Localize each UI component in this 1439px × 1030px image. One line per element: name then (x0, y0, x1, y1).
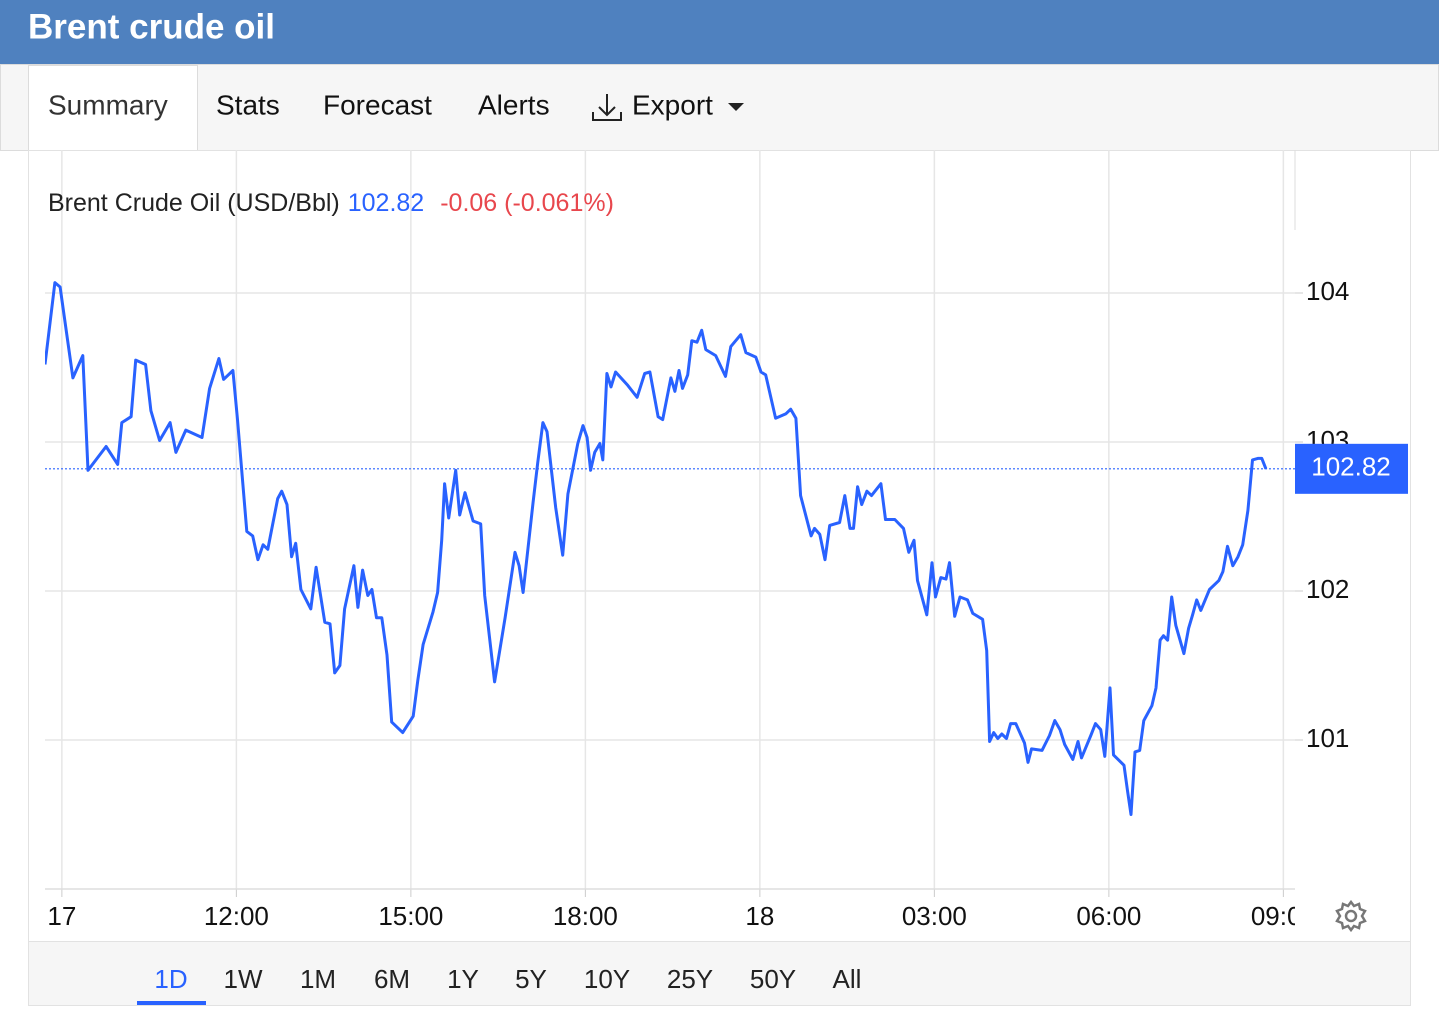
range-bar (29, 942, 1410, 1005)
range-button[interactable]: 25Y (667, 964, 713, 994)
x-tick-label: 12:00 (204, 901, 269, 931)
range-button[interactable]: All (833, 964, 862, 994)
x-axis-labels: 17 12:00 15:00 18:00 18 03:00 06:00 09:00 (47, 901, 1316, 931)
last-price-badge (1295, 443, 1408, 494)
x-tick-label: 09:00 (1251, 901, 1316, 931)
export-icon (592, 94, 622, 121)
range-button[interactable]: 10Y (584, 964, 630, 994)
range-active-underline (137, 1001, 206, 1005)
range-button[interactable]: 1M (300, 964, 336, 994)
active-tab-box (28, 65, 198, 152)
x-tick-label: 18 (745, 901, 774, 931)
tab-bar (0, 64, 1439, 151)
x-tick-label: 03:00 (902, 901, 967, 931)
range-button[interactable]: 1D (154, 964, 187, 994)
x-tick-label: 18:00 (553, 901, 618, 931)
legend-price: 102.82 (348, 189, 424, 217)
x-tick-label: 17 (47, 901, 76, 931)
tab[interactable]: Forecast (323, 89, 432, 120)
x-tick-label: 06:00 (1076, 901, 1141, 931)
last-price-label: 102.82 (1311, 452, 1391, 482)
range-button[interactable]: 50Y (750, 964, 796, 994)
x-tick-label: 15:00 (378, 901, 443, 931)
range-button[interactable]: 6M (374, 964, 410, 994)
y-tick-label: 101 (1306, 723, 1349, 753)
header-bar (0, 0, 1439, 64)
range-button[interactable]: 1Y (447, 964, 479, 994)
tab[interactable]: Alerts (478, 89, 550, 120)
legend-change: -0.06 (-0.061%) (440, 189, 614, 217)
range-button[interactable]: 1W (224, 964, 263, 994)
export-caret (728, 103, 744, 111)
y-tick-label: 102 (1306, 574, 1349, 604)
legend-name: Brent Crude Oil (USD/Bbl) (48, 189, 340, 217)
settings-gear[interactable] (1335, 899, 1367, 933)
page-title: Brent crude oil (28, 7, 275, 46)
tab[interactable]: Export (632, 89, 713, 120)
tab[interactable]: Summary (48, 89, 168, 120)
price-line (45, 281, 1268, 816)
range-button[interactable]: 5Y (515, 964, 547, 994)
legend: Brent Crude Oil (USD/Bbl) 102.82 -0.06 (-0… (48, 189, 614, 217)
y-tick-label: 104 (1306, 276, 1349, 306)
tab[interactable]: Stats (216, 89, 280, 120)
